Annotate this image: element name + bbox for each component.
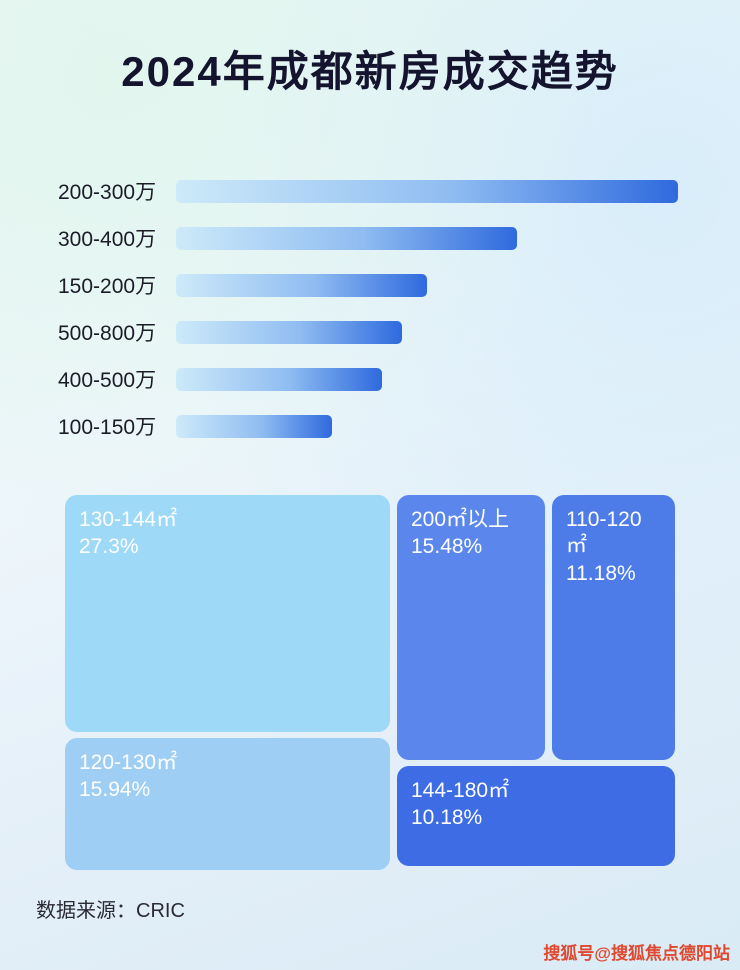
bar-row: 400-500万 (58, 366, 678, 392)
bar-label: 300-400万 (58, 228, 157, 251)
bar-label: 400-500万 (58, 369, 157, 392)
bar-row: 500-800万 (58, 319, 678, 345)
watermark: 搜狐号@搜狐焦点德阳站 (543, 944, 730, 963)
treemap-chart: 130-144㎡ 27.3% 120-130㎡ 15.94% 200㎡以上 15… (65, 495, 675, 870)
bar-track (176, 367, 678, 391)
bar-row: 300-400万 (58, 225, 678, 251)
bar-fill (176, 226, 518, 250)
treemap-label: 130-144㎡ (79, 508, 178, 531)
bar-fill (176, 273, 427, 297)
bar-track (176, 226, 678, 250)
bar-track (176, 320, 678, 344)
bar-label: 200-300万 (58, 181, 157, 204)
treemap-block-130-144: 130-144㎡ 27.3% (65, 495, 390, 732)
bar-label: 500-800万 (58, 322, 157, 345)
bar-label: 100-150万 (58, 416, 157, 439)
page-title: 2024年成都新房成交趋势 (121, 48, 619, 95)
bar-track (176, 179, 678, 203)
treemap-value: 27.3% (79, 535, 139, 559)
treemap-value: 11.18% (566, 561, 636, 585)
treemap-value: 15.94% (79, 778, 151, 802)
treemap-label: 144-180㎡ (411, 779, 510, 802)
treemap-block-144-180: 144-180㎡ 10.18% (397, 766, 675, 866)
treemap-value: 15.48% (411, 535, 483, 559)
treemap-block-200-plus: 200㎡以上 15.48% (397, 495, 545, 760)
bar-chart: 200-300万 300-400万 150-200万 500-800万 400-… (58, 178, 678, 460)
treemap-label: 120-130㎡ (79, 751, 178, 774)
treemap-label: 110-120㎡ (566, 508, 642, 558)
treemap-label: 200㎡以上 (411, 508, 510, 531)
treemap-value: 10.18% (411, 806, 483, 830)
bar-row: 200-300万 (58, 178, 678, 204)
treemap-block-110-120: 110-120㎡ 11.18% (552, 495, 675, 760)
bar-fill (176, 179, 678, 203)
bar-fill (176, 414, 332, 438)
bar-label: 150-200万 (58, 275, 157, 298)
data-source: 数据来源：CRIC (36, 900, 185, 922)
bar-track (176, 273, 678, 297)
bar-fill (176, 320, 402, 344)
bar-track (176, 414, 678, 438)
bar-fill (176, 367, 382, 391)
bar-row: 100-150万 (58, 413, 678, 439)
bar-row: 150-200万 (58, 272, 678, 298)
treemap-block-120-130: 120-130㎡ 15.94% (65, 738, 390, 870)
